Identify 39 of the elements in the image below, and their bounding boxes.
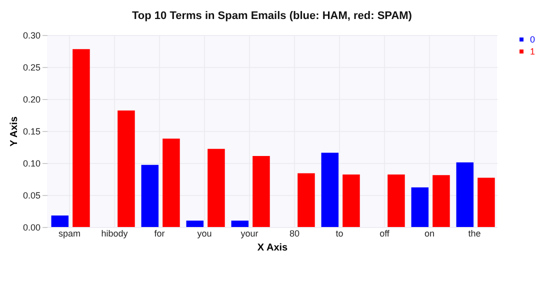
x-tick-label: for <box>154 228 165 238</box>
bar <box>162 138 180 227</box>
x-tick-label: your <box>240 228 258 238</box>
bar <box>51 215 69 227</box>
bar <box>298 173 315 227</box>
bar <box>388 174 405 227</box>
y-tick-label: 0.00 <box>22 222 40 232</box>
bar <box>208 148 225 227</box>
x-tick-label: spam <box>58 228 81 238</box>
y-tick-label: 0.30 <box>22 30 40 40</box>
bar <box>72 49 90 227</box>
x-tick-label: on <box>424 228 435 238</box>
y-tick-label: 0.15 <box>22 126 40 136</box>
x-tick-label: to <box>336 228 344 238</box>
bar <box>231 220 249 227</box>
x-tick-label: you <box>197 228 212 238</box>
bar <box>321 152 339 227</box>
y-tick-label: 0.20 <box>22 94 40 104</box>
y-tick-label: 0.25 <box>22 62 40 72</box>
bar <box>141 164 159 227</box>
bar <box>432 175 450 227</box>
y-axis-title: Y Axis <box>8 116 20 147</box>
y-tick-label: 0.05 <box>22 190 40 200</box>
bar <box>252 156 270 227</box>
bar <box>456 162 474 227</box>
bar <box>342 174 360 227</box>
x-axis-title: X Axis <box>257 242 288 254</box>
x-tick-label: the <box>468 228 481 238</box>
bar <box>478 178 495 227</box>
bar <box>118 110 135 227</box>
y-tick-label: 0.10 <box>22 158 40 168</box>
x-tick-label: hibody <box>101 228 128 238</box>
chart-title: Top 10 Terms in Spam Emails (blue: HAM, red: SPAM) <box>132 10 412 22</box>
x-tick-label: 80 <box>289 228 300 238</box>
legend-label: 1 <box>530 46 536 56</box>
legend-label: 0 <box>530 34 536 44</box>
bar <box>411 187 429 227</box>
bar <box>186 220 204 227</box>
x-tick-label: off <box>380 228 390 238</box>
